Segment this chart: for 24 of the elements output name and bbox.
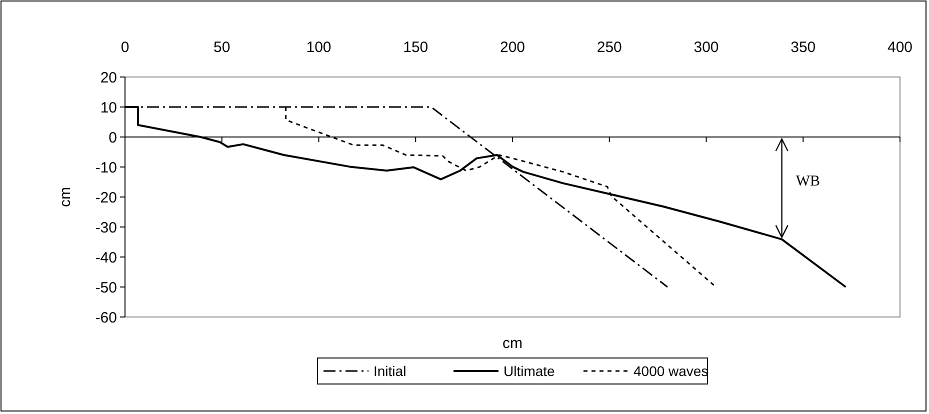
x-tick-label: 250 — [596, 39, 622, 56]
legend-label: 4000 waves — [634, 362, 708, 379]
x-tick-label: 400 — [887, 39, 913, 56]
y-tick-label: 20 — [100, 69, 117, 86]
y-tick-label: -30 — [95, 219, 117, 236]
y-tick-label: -10 — [95, 159, 117, 176]
annotation: WB — [796, 173, 820, 190]
y-tick-label: -60 — [95, 309, 117, 326]
x-tick-label: 350 — [790, 39, 816, 56]
y-axis-title: cm — [57, 187, 74, 207]
y-tick-label: -20 — [95, 189, 117, 206]
x-tick-label: 100 — [306, 39, 332, 56]
x-tick-label: 150 — [403, 39, 428, 56]
x-tick-label: 200 — [500, 39, 526, 56]
x-tick-label: 300 — [694, 39, 719, 56]
y-tick-label: -40 — [95, 249, 117, 266]
y-tick-label: 0 — [108, 129, 117, 146]
y-tick-label: -50 — [95, 279, 117, 296]
x-tick-label: 0 — [120, 39, 130, 56]
x-axis-title: cm — [502, 335, 522, 352]
y-tick-label: 10 — [100, 99, 117, 116]
legend-label: Ultimate — [504, 362, 556, 379]
x-tick-label: 50 — [214, 39, 230, 56]
legend-label: Initial — [374, 362, 406, 379]
